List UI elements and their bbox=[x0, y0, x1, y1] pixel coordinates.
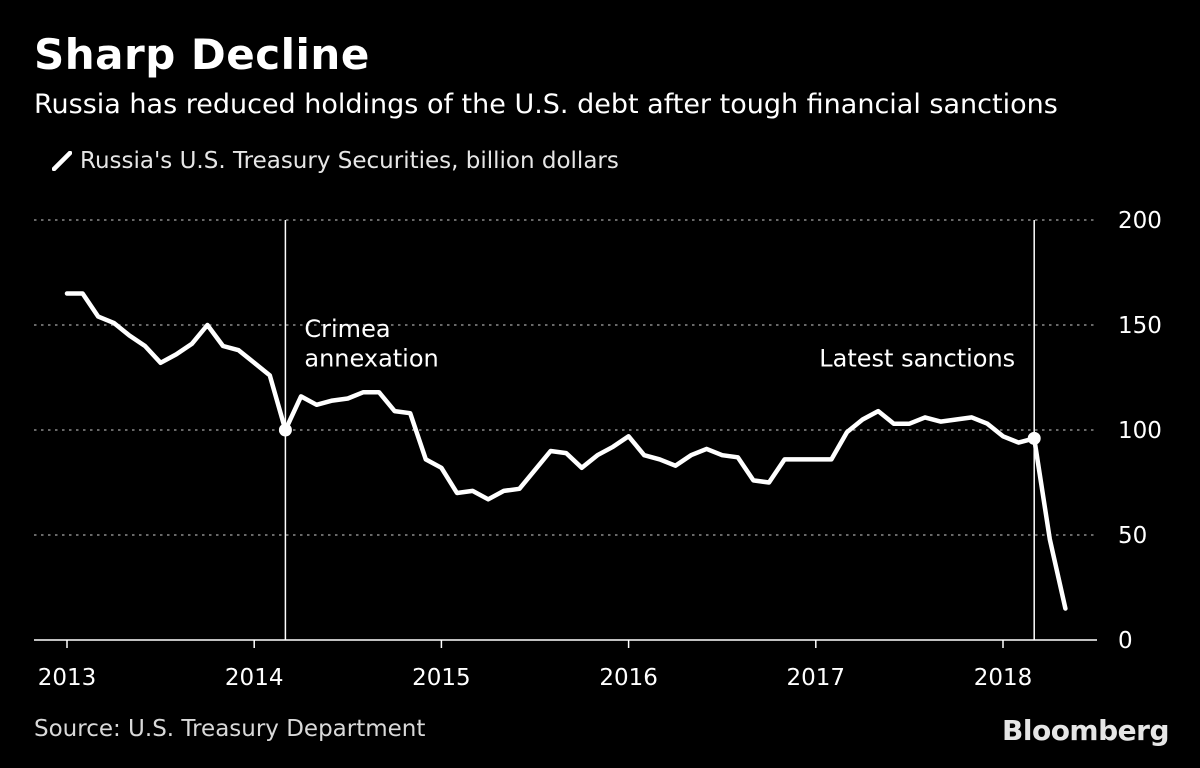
x-tick-label-2013: 2013 bbox=[38, 665, 97, 691]
x-tick-label-2018: 2018 bbox=[974, 665, 1033, 691]
series-line-1 bbox=[64, 291, 1068, 611]
series bbox=[64, 291, 1068, 611]
x-tick-label-2015: 2015 bbox=[412, 665, 471, 691]
chart-subtitle: Russia has reduced holdings of the U.S. … bbox=[34, 89, 1058, 120]
event-reference-lines bbox=[284, 220, 1035, 640]
bloomberg-logo: Bloomberg bbox=[1002, 714, 1169, 747]
legend-label: Russia's U.S. Treasury Securities, billi… bbox=[80, 148, 619, 174]
axis-labels: 0 50 100 150 200 2013 2014 2015 2016 2017 2018 bbox=[38, 208, 1162, 691]
legend-line-swatch bbox=[52, 151, 72, 171]
x-tick-label-2017: 2017 bbox=[787, 665, 846, 691]
y-tick-label-150: 150 bbox=[1118, 313, 1162, 339]
highlight-points bbox=[278, 423, 1041, 445]
line-chart: 0 50 100 150 200 2013 2014 2015 2016 2017 2018 Cri… bbox=[34, 208, 1162, 691]
highlight-point-1 bbox=[278, 423, 292, 437]
source-note: Source: U.S. Treasury Department bbox=[34, 716, 426, 742]
y-tick-label-100: 100 bbox=[1118, 418, 1162, 444]
annotation-2-line-1: Latest sanctions bbox=[819, 345, 1015, 373]
chart-title: Sharp Decline bbox=[34, 30, 370, 79]
y-tick-label-200: 200 bbox=[1118, 208, 1162, 234]
annotation-1-line-1: Crimea bbox=[304, 315, 390, 343]
x-tick-label-2016: 2016 bbox=[599, 665, 658, 691]
legend: Russia's U.S. Treasury Securities, billi… bbox=[52, 146, 619, 176]
y-tick-label-0: 0 bbox=[1118, 628, 1133, 654]
annotation-1-line-2: annexation bbox=[304, 345, 438, 373]
x-axis bbox=[34, 639, 1097, 648]
y-tick-label-50: 50 bbox=[1118, 523, 1147, 549]
highlight-point-2 bbox=[1027, 431, 1041, 445]
x-tick-label-2014: 2014 bbox=[225, 665, 284, 691]
gridlines bbox=[34, 219, 1097, 536]
